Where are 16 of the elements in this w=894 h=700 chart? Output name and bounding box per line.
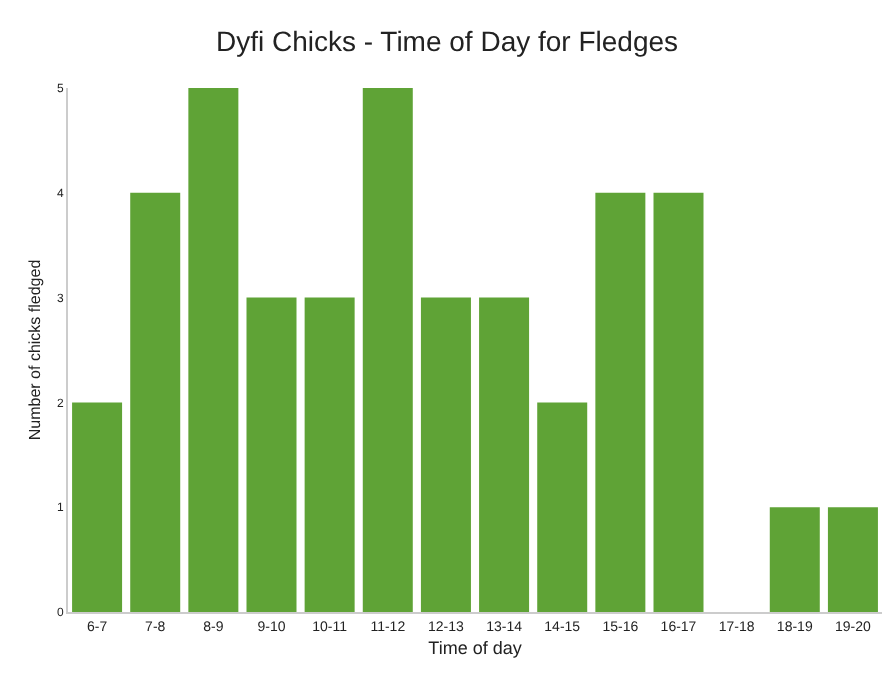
chart-title: Dyfi Chicks - Time of Day for Fledges: [215, 25, 679, 58]
bar: [827, 507, 878, 612]
bar: [653, 192, 704, 612]
bar: [72, 402, 123, 612]
bar: [188, 88, 239, 612]
bar: [595, 192, 646, 612]
bar: [362, 88, 413, 612]
bar: [769, 507, 820, 612]
bar: [537, 402, 588, 612]
x-axis-title: Time of day: [428, 638, 523, 659]
bar: [304, 297, 355, 612]
bar: [130, 192, 181, 612]
y-axis-title: Number of chicks fledged: [26, 259, 45, 441]
bar: [246, 297, 297, 612]
bar: [420, 297, 471, 612]
bar: [479, 297, 530, 612]
